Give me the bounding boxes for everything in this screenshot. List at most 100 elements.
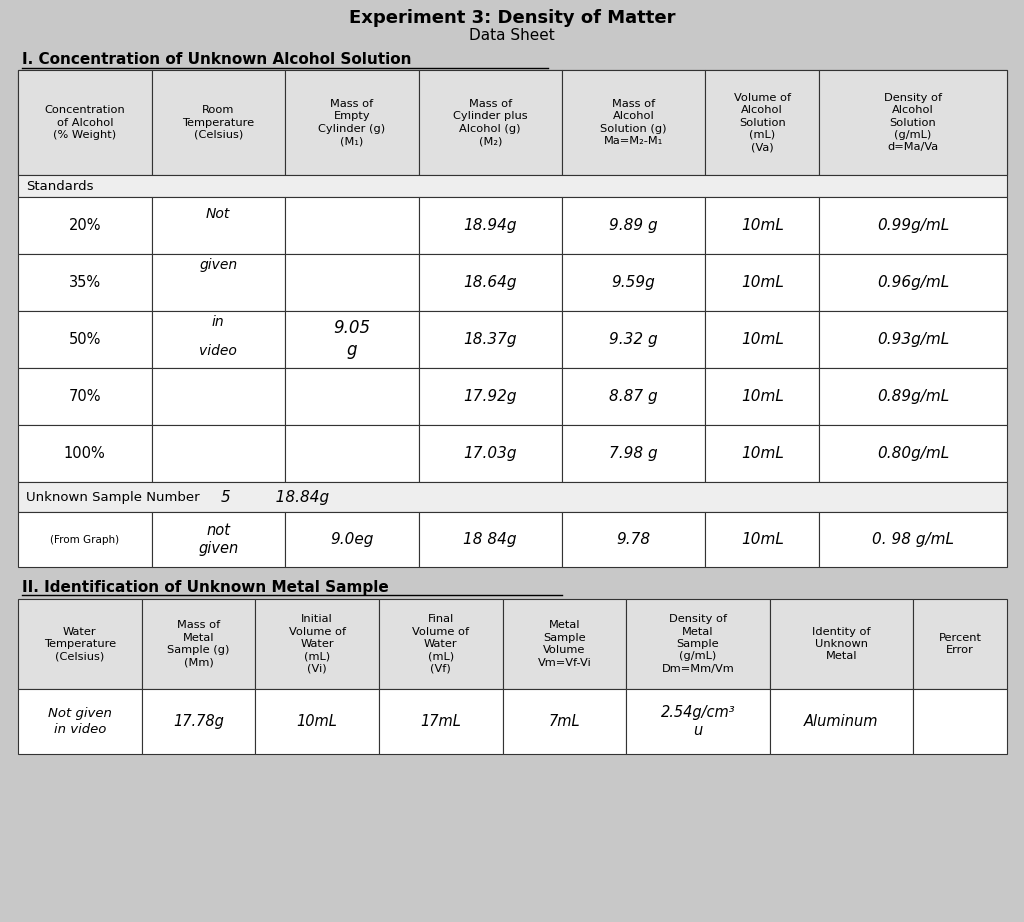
Bar (285, 70, 419, 175)
Text: 8.87 g: 8.87 g (609, 389, 658, 404)
Text: 10mL: 10mL (740, 275, 783, 290)
Bar (706, 368, 819, 425)
Bar (18, 368, 152, 425)
Bar (419, 197, 562, 254)
Bar (419, 512, 562, 567)
Bar (18, 482, 1007, 512)
Text: 18 84g: 18 84g (464, 532, 517, 547)
Text: 10mL: 10mL (740, 446, 783, 461)
Text: g: g (346, 340, 357, 359)
Bar (562, 70, 706, 175)
Text: 9.32 g: 9.32 g (609, 332, 658, 347)
Bar (819, 311, 1007, 368)
Text: Data Sheet: Data Sheet (469, 29, 555, 43)
Text: 17.03g: 17.03g (464, 446, 517, 461)
Text: 9.0eg: 9.0eg (330, 532, 374, 547)
Bar (285, 368, 419, 425)
Bar (152, 70, 285, 175)
Bar (285, 311, 419, 368)
Bar (419, 254, 562, 311)
Bar (819, 425, 1007, 482)
Bar (18, 70, 1007, 175)
Text: Water
Temperature
(Celsius): Water Temperature (Celsius) (44, 627, 116, 661)
Text: Room
Temperature
(Celsius): Room Temperature (Celsius) (182, 105, 254, 140)
Text: 9.89 g: 9.89 g (609, 218, 658, 233)
Bar (706, 254, 819, 311)
Text: Not: Not (206, 207, 230, 221)
Bar (18, 689, 141, 754)
Bar (819, 197, 1007, 254)
Bar (152, 197, 285, 254)
Text: in: in (212, 315, 224, 329)
Bar (285, 197, 419, 254)
Bar (770, 689, 913, 754)
Bar (562, 197, 706, 254)
Bar (419, 368, 562, 425)
Text: 20%: 20% (69, 218, 101, 233)
Bar (419, 70, 562, 175)
Bar (255, 689, 379, 754)
Text: 9.59g: 9.59g (611, 275, 655, 290)
Bar (152, 512, 285, 567)
Text: Aluminum: Aluminum (804, 714, 879, 729)
Text: 17.78g: 17.78g (173, 714, 224, 729)
Bar (562, 425, 706, 482)
Bar (18, 425, 152, 482)
Text: video: video (200, 344, 238, 358)
Text: 10mL: 10mL (297, 714, 338, 729)
Bar (419, 425, 562, 482)
Text: Mass of
Cylinder plus
Alcohol (g)
(M₂): Mass of Cylinder plus Alcohol (g) (M₂) (453, 99, 527, 146)
Bar (503, 599, 627, 689)
Text: 0.89g/mL: 0.89g/mL (877, 389, 949, 404)
Text: 0.99g/mL: 0.99g/mL (877, 218, 949, 233)
Text: Initial
Volume of
Water
(mL)
(Vi): Initial Volume of Water (mL) (Vi) (289, 614, 346, 674)
Bar (706, 70, 819, 175)
Bar (819, 512, 1007, 567)
Bar (18, 254, 152, 311)
Bar (255, 599, 379, 689)
Bar (379, 689, 503, 754)
Text: 70%: 70% (69, 389, 101, 404)
Bar (503, 689, 627, 754)
Bar (18, 197, 152, 254)
Bar (706, 311, 819, 368)
Bar (562, 512, 706, 567)
Text: 10mL: 10mL (740, 389, 783, 404)
Text: Density of
Alcohol
Solution
(g/mL)
d=Ma/Va: Density of Alcohol Solution (g/mL) d=Ma/… (884, 93, 942, 152)
Text: not
given: not given (199, 523, 239, 556)
Bar (819, 368, 1007, 425)
Text: 10mL: 10mL (740, 532, 783, 547)
Text: Volume of
Alcohol
Solution
(mL)
(Va): Volume of Alcohol Solution (mL) (Va) (733, 93, 791, 152)
Bar (18, 70, 152, 175)
Bar (141, 599, 255, 689)
Bar (627, 599, 770, 689)
Bar (913, 689, 1007, 754)
Bar (152, 254, 285, 311)
Text: 10mL: 10mL (740, 218, 783, 233)
Text: I. Concentration of Unknown Alcohol Solution: I. Concentration of Unknown Alcohol Solu… (22, 53, 412, 67)
Bar (819, 70, 1007, 175)
Text: 9.05: 9.05 (333, 318, 371, 337)
Text: 100%: 100% (63, 446, 105, 461)
Text: Mass of
Empty
Cylinder (g)
(M₁): Mass of Empty Cylinder (g) (M₁) (318, 99, 385, 146)
Bar (285, 512, 419, 567)
Text: given: given (200, 258, 238, 272)
Bar (152, 425, 285, 482)
Text: Concentration
of Alcohol
(% Weight): Concentration of Alcohol (% Weight) (44, 105, 125, 140)
Bar (152, 368, 285, 425)
Bar (18, 599, 141, 689)
Text: 7mL: 7mL (549, 714, 581, 729)
Text: 18.64g: 18.64g (464, 275, 517, 290)
Bar (706, 197, 819, 254)
Text: Density of
Metal
Sample
(g/mL)
Dm=Mm/Vm: Density of Metal Sample (g/mL) Dm=Mm/Vm (662, 614, 734, 674)
Text: Final
Volume of
Water
(mL)
(Vf): Final Volume of Water (mL) (Vf) (413, 614, 469, 674)
Text: Identity of
Unknown
Metal: Identity of Unknown Metal (812, 627, 870, 661)
Text: 9.78: 9.78 (616, 532, 650, 547)
Text: 18.37g: 18.37g (464, 332, 517, 347)
Text: 18.94g: 18.94g (464, 218, 517, 233)
Text: 35%: 35% (69, 275, 100, 290)
Text: 2.54g/cm³
u: 2.54g/cm³ u (660, 704, 735, 739)
Bar (379, 599, 503, 689)
Bar (627, 689, 770, 754)
Text: 0.96g/mL: 0.96g/mL (877, 275, 949, 290)
